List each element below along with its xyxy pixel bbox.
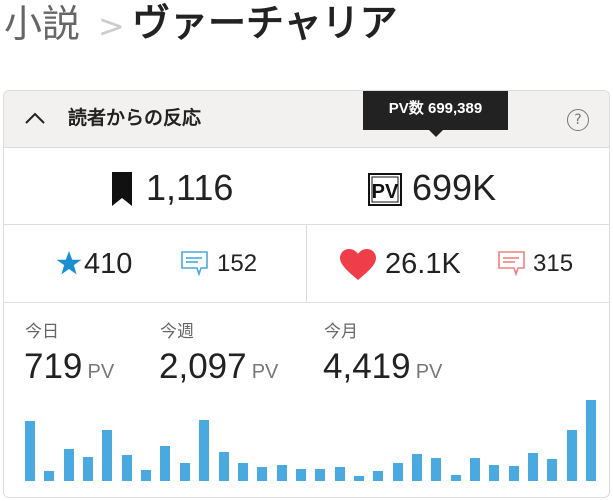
month-pv: 4,419 PV: [323, 347, 442, 387]
pv-tooltip: PV数 699,389: [363, 91, 508, 130]
today-pv: 719 PV: [24, 347, 114, 387]
chart-bar[interactable]: [547, 458, 558, 481]
chart-bar[interactable]: [83, 456, 94, 481]
review-icon: [181, 251, 208, 276]
chevron-right-icon: >: [98, 7, 125, 45]
chart-bar[interactable]: [257, 467, 268, 481]
heart-icon: [340, 249, 376, 280]
today-label: 今日: [25, 322, 59, 342]
pv-icon: PV: [368, 173, 402, 206]
chart-bar[interactable]: [431, 457, 442, 481]
totals-row: 1,116 PV 699K: [4, 148, 609, 225]
week-unit: PV: [251, 361, 279, 383]
page-title: ヴァーチャリア: [132, 1, 398, 45]
chart-bar[interactable]: [179, 463, 190, 481]
chart-bar[interactable]: [334, 467, 345, 481]
chart-bar[interactable]: [141, 470, 152, 481]
chart-bar[interactable]: [121, 454, 132, 481]
chart-bar[interactable]: [237, 463, 248, 481]
chart-bar[interactable]: [276, 465, 287, 481]
chart-bar[interactable]: [489, 465, 500, 481]
breadcrumb-category[interactable]: 小説: [4, 2, 81, 46]
week-label: 今週: [160, 322, 194, 342]
chart-bar[interactable]: [353, 476, 364, 481]
chart-bar[interactable]: [470, 457, 481, 481]
svg-text:PV: PV: [372, 181, 399, 203]
today-unit: PV: [87, 361, 115, 383]
comment-count: 315: [533, 250, 574, 277]
chart-bar[interactable]: [218, 451, 229, 481]
chart-bar[interactable]: [315, 469, 326, 481]
chart-bar[interactable]: [44, 471, 55, 481]
help-icon[interactable]: ?: [567, 109, 589, 131]
reactions-row: 410 152 26.1K 315: [4, 225, 609, 303]
chart-bar[interactable]: [450, 475, 461, 481]
week-value: 2,097: [159, 347, 247, 386]
comment-icon: [498, 251, 525, 276]
chart-bar[interactable]: [373, 471, 384, 481]
month-value: 4,419: [323, 347, 411, 386]
pv-bar-chart: [4, 391, 609, 483]
month-unit: PV: [415, 361, 443, 383]
divider: [306, 225, 307, 302]
bookmark-icon: [112, 172, 132, 206]
today-value: 719: [24, 347, 83, 386]
star-count: 410: [84, 248, 133, 280]
chevron-up-icon[interactable]: [24, 107, 46, 129]
chart-bar[interactable]: [25, 421, 35, 481]
star-icon: [56, 251, 82, 275]
reactions-panel: 読者からの反応 ? PV数 699,389 1,116 PV 699K 410 …: [3, 90, 610, 498]
chart-bar[interactable]: [392, 463, 403, 481]
chart-bar[interactable]: [199, 420, 210, 481]
chart-bar[interactable]: [528, 452, 539, 481]
chart-bar[interactable]: [102, 429, 113, 481]
week-pv: 2,097 PV: [159, 347, 278, 387]
chart-bar[interactable]: [63, 448, 74, 481]
chart-bar[interactable]: [508, 466, 519, 481]
bookmark-count: 1,116: [146, 167, 234, 208]
chart-bar[interactable]: [586, 400, 597, 481]
panel-title: 読者からの反応: [68, 107, 202, 129]
like-count: 26.1K: [385, 248, 461, 280]
panel-header[interactable]: 読者からの反応 ?: [4, 91, 609, 148]
pv-total: 699K: [412, 167, 497, 208]
chart-bar[interactable]: [412, 453, 422, 481]
chart-bar[interactable]: [566, 429, 577, 481]
chart-bar[interactable]: [160, 445, 171, 481]
tooltip-arrow: [429, 130, 443, 137]
month-label: 今月: [324, 322, 358, 342]
chart-bar[interactable]: [295, 469, 306, 481]
review-count: 152: [217, 250, 258, 277]
